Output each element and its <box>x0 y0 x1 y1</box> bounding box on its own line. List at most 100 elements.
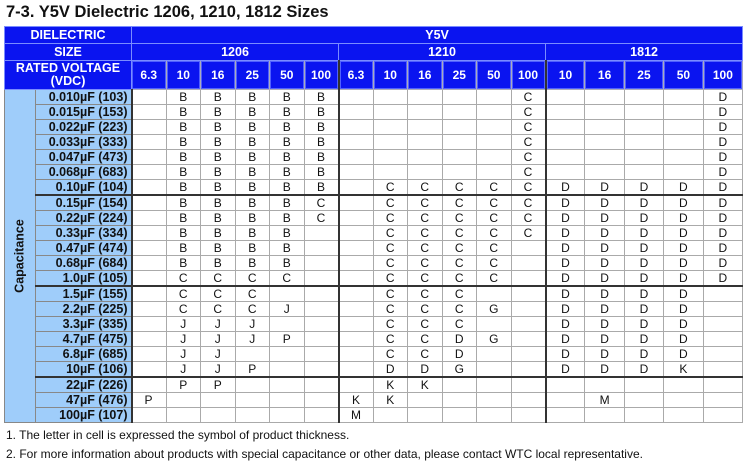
thickness-cell: D <box>702 255 744 271</box>
table-row: 4.7µF (475) J J J P C C D G D D D D <box>5 331 744 347</box>
thickness-cell <box>269 285 305 302</box>
capacitance-value: 0.10µF (104) <box>35 179 133 196</box>
thickness-cell <box>663 149 704 165</box>
thickness-cell: D <box>544 316 586 332</box>
thickness-cell: C <box>476 225 512 241</box>
table-row: 2.2µF (225) C C C J C C C G D D D D <box>5 301 744 317</box>
thickness-cell: D <box>623 316 665 332</box>
thickness-cell: C <box>407 285 443 302</box>
thickness-cell: D <box>623 361 665 378</box>
thickness-cell <box>303 270 339 287</box>
size-1812: 1812 <box>544 43 744 61</box>
thickness-cell <box>234 346 270 362</box>
capacitance-value: 10µF (106) <box>35 361 133 378</box>
thickness-cell: C <box>407 225 443 241</box>
thickness-cell: C <box>372 316 408 332</box>
thickness-cell <box>337 134 374 150</box>
thickness-cell <box>131 285 167 302</box>
thickness-cell: B <box>269 164 305 180</box>
voltage-1210-16: 16 <box>407 60 443 90</box>
thickness-cell <box>476 134 512 150</box>
thickness-cell: D <box>663 225 704 241</box>
table-row: 0.022µF (223) B B B B B C D <box>5 119 744 135</box>
thickness-cell <box>269 316 305 332</box>
thickness-cell <box>407 149 443 165</box>
thickness-cell <box>337 225 374 241</box>
thickness-cell: D <box>663 301 704 317</box>
thickness-cell: C <box>303 210 339 226</box>
thickness-cell: B <box>234 104 270 120</box>
thickness-cell: D <box>623 210 665 226</box>
thickness-cell <box>269 361 305 378</box>
thickness-cell: D <box>544 285 586 302</box>
voltage-1206-10: 10 <box>165 60 201 90</box>
size-label: SIZE <box>4 43 132 61</box>
thickness-cell: D <box>702 119 744 135</box>
thickness-cell <box>544 119 586 135</box>
thickness-cell: C <box>372 285 408 302</box>
thickness-cell: C <box>441 301 477 317</box>
thickness-cell <box>337 270 374 287</box>
thickness-cell: D <box>372 361 408 378</box>
thickness-cell: C <box>510 210 546 226</box>
thickness-cell: C <box>510 164 546 180</box>
thickness-cell <box>702 331 744 347</box>
thickness-cell: D <box>544 240 586 256</box>
thickness-cell <box>623 89 665 105</box>
table-row: 0.068µF (683) B B B B B C D <box>5 164 744 180</box>
thickness-cell <box>269 407 305 423</box>
thickness-cell: C <box>303 194 339 211</box>
thickness-cell <box>623 149 665 165</box>
thickness-cell: B <box>200 149 236 165</box>
voltage-1210-6.3: 6.3 <box>337 60 374 90</box>
thickness-cell: B <box>234 240 270 256</box>
thickness-cell <box>131 210 167 226</box>
thickness-cell: C <box>441 270 477 287</box>
thickness-cell: C <box>234 285 270 302</box>
thickness-cell <box>303 346 339 362</box>
thickness-cell <box>337 255 374 271</box>
thickness-cell: B <box>269 255 305 271</box>
thickness-cell: D <box>544 210 586 226</box>
thickness-cell: C <box>510 134 546 150</box>
thickness-cell: B <box>234 149 270 165</box>
thickness-cell: C <box>510 194 546 211</box>
thickness-cell: B <box>303 119 339 135</box>
thickness-cell: D <box>663 331 704 347</box>
thickness-cell <box>337 89 374 105</box>
table-row: 1.0µF (105) C C C C C C C C D D D D D <box>5 270 744 287</box>
thickness-cell: B <box>303 134 339 150</box>
thickness-cell: K <box>372 376 408 393</box>
thickness-cell: C <box>407 301 443 317</box>
thickness-cell <box>510 270 546 287</box>
voltage-1210-10: 10 <box>372 60 408 90</box>
thickness-cell <box>510 285 546 302</box>
thickness-cell: B <box>165 240 201 256</box>
thickness-cell <box>165 407 201 423</box>
thickness-cell <box>663 104 704 120</box>
thickness-cell: D <box>441 346 477 362</box>
thickness-cell <box>337 361 374 378</box>
thickness-cell <box>623 164 665 180</box>
thickness-cell: D <box>623 194 665 211</box>
thickness-cell: B <box>165 104 201 120</box>
thickness-cell <box>337 210 374 226</box>
thickness-cell: B <box>165 149 201 165</box>
thickness-cell: D <box>702 210 744 226</box>
thickness-cell: J <box>234 316 270 332</box>
thickness-cell: B <box>200 104 236 120</box>
thickness-cell: J <box>269 301 305 317</box>
table-row: 0.047µF (473) B B B B B C D <box>5 149 744 165</box>
thickness-cell <box>663 392 704 408</box>
capacitance-value: 1.0µF (105) <box>35 270 133 287</box>
voltage-1206-100: 100 <box>303 60 339 90</box>
thickness-cell <box>337 346 374 362</box>
thickness-cell <box>510 301 546 317</box>
thickness-cell <box>663 407 704 423</box>
thickness-cell: C <box>476 240 512 256</box>
thickness-cell <box>337 285 374 302</box>
thickness-cell <box>663 119 704 135</box>
thickness-cell: D <box>544 194 586 211</box>
thickness-cell: C <box>441 255 477 271</box>
thickness-cell <box>584 376 625 393</box>
